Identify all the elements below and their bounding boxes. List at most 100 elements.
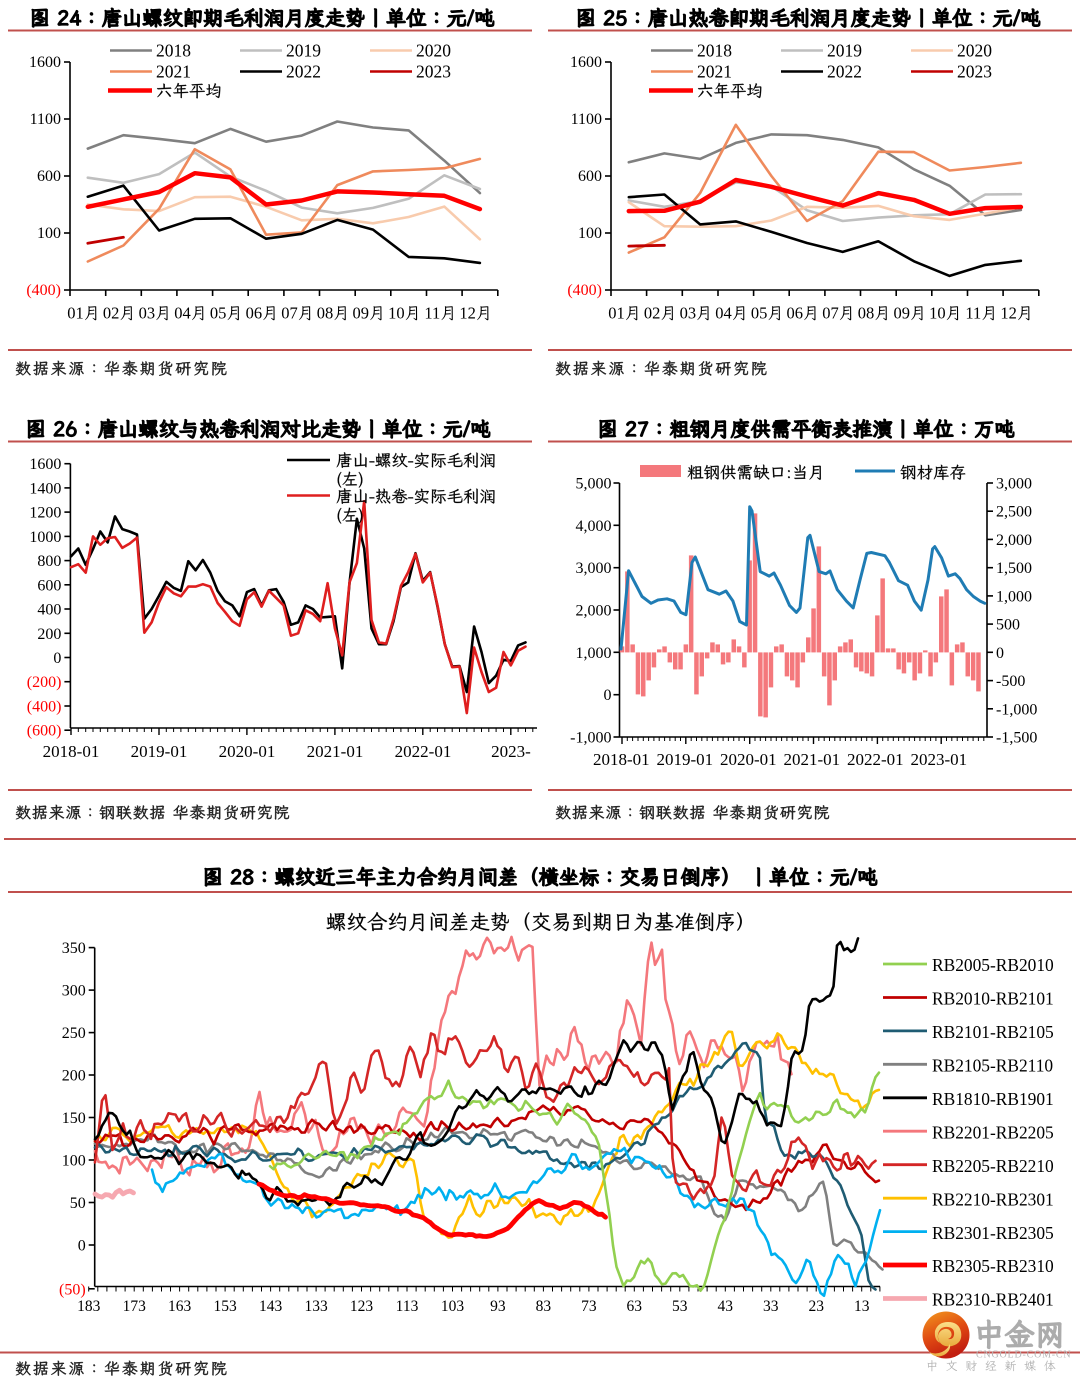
svg-text:2018-01: 2018-01 [43,742,100,761]
svg-text:300: 300 [62,983,86,1000]
svg-text:13: 13 [854,1298,870,1315]
svg-text:RB2205-RB2210: RB2205-RB2210 [932,1156,1054,1176]
svg-text:2023-: 2023- [491,742,531,761]
svg-text:RB2105-RB2110: RB2105-RB2110 [932,1056,1053,1076]
svg-text:RB2201-RB2205: RB2201-RB2205 [932,1123,1054,1143]
svg-text:RB1810-RB1901: RB1810-RB1901 [932,1089,1054,1109]
svg-text:08: 08 [858,304,875,323]
svg-text:RB2005-RB2010: RB2005-RB2010 [932,955,1054,975]
svg-text:RB2301-RB2305: RB2301-RB2305 [932,1223,1054,1243]
svg-text:100: 100 [578,225,602,242]
svg-text:163: 163 [168,1298,192,1315]
svg-text:113: 113 [396,1298,419,1315]
svg-text:200: 200 [62,1068,86,1085]
svg-text:07: 07 [822,304,839,323]
svg-text:(400): (400) [567,282,602,299]
svg-text:2019: 2019 [286,41,321,61]
svg-text:53: 53 [672,1298,688,1315]
svg-text:2,500: 2,500 [996,504,1032,521]
svg-text:11: 11 [424,304,440,323]
svg-text:3,000: 3,000 [576,560,612,577]
svg-text:(50): (50) [59,1281,86,1298]
svg-text:133: 133 [304,1298,328,1315]
svg-text:1400: 1400 [29,480,61,497]
svg-text:02: 02 [644,304,661,323]
svg-text:2018: 2018 [156,41,191,61]
svg-text:150: 150 [62,1110,86,1127]
svg-text:2019-01: 2019-01 [131,742,188,761]
svg-text:05: 05 [210,304,227,323]
svg-text:0: 0 [996,645,1004,662]
svg-text:1100: 1100 [571,111,602,128]
svg-text:183: 183 [77,1298,101,1315]
svg-text:600: 600 [578,168,602,185]
svg-text:1600: 1600 [29,54,61,71]
svg-text:(400): (400) [26,282,61,299]
svg-text:2022: 2022 [286,62,321,82]
svg-text:500: 500 [996,617,1020,634]
svg-text:-500: -500 [996,673,1025,690]
svg-text:173: 173 [123,1298,147,1315]
svg-text:-1,000: -1,000 [996,701,1037,718]
svg-text:05: 05 [751,304,768,323]
svg-text:02: 02 [103,304,120,323]
svg-text:10: 10 [388,304,405,323]
svg-text:(400): (400) [27,699,62,716]
svg-text:04: 04 [174,304,191,323]
svg-text:600: 600 [37,168,61,185]
svg-text:06: 06 [787,304,804,323]
svg-text:400: 400 [37,602,61,619]
svg-text:43: 43 [718,1298,734,1315]
svg-text:1,500: 1,500 [996,560,1032,577]
svg-text:1,000: 1,000 [996,588,1032,605]
svg-text:143: 143 [259,1298,283,1315]
svg-text:2022-01: 2022-01 [395,742,452,761]
svg-text:1600: 1600 [29,456,61,473]
svg-text:(200): (200) [27,674,62,691]
svg-text:50: 50 [70,1195,86,1212]
svg-text:12: 12 [459,304,476,323]
svg-text:4,000: 4,000 [576,518,612,535]
svg-text:153: 153 [213,1298,237,1315]
svg-text:2023: 2023 [416,62,451,82]
svg-text:07: 07 [281,304,298,323]
svg-text:600: 600 [37,577,61,594]
svg-text:350: 350 [62,940,86,957]
svg-text:01: 01 [608,304,625,323]
svg-text:RB2310-RB2401: RB2310-RB2401 [932,1290,1054,1310]
svg-text:09: 09 [894,304,911,323]
svg-text:2020-01: 2020-01 [720,750,777,769]
svg-text:2022: 2022 [827,62,862,82]
svg-text:RB2305-RB2310: RB2305-RB2310 [932,1256,1054,1276]
svg-text:2023: 2023 [957,62,992,82]
svg-text:250: 250 [62,1025,86,1042]
svg-text:2020: 2020 [416,41,451,61]
svg-text:06: 06 [246,304,263,323]
svg-text:1200: 1200 [29,505,61,522]
svg-text:123: 123 [350,1298,374,1315]
svg-text:08: 08 [317,304,334,323]
svg-text:2021: 2021 [697,62,732,82]
svg-text:2021: 2021 [156,62,191,82]
svg-text:2,000: 2,000 [576,603,612,620]
svg-text:100: 100 [37,225,61,242]
svg-text:2018: 2018 [697,41,732,61]
svg-text:2021-01: 2021-01 [307,742,364,761]
svg-text:2022-01: 2022-01 [847,750,904,769]
svg-text:11: 11 [965,304,981,323]
svg-text:103: 103 [441,1298,465,1315]
svg-text:10: 10 [929,304,946,323]
svg-text:800: 800 [37,553,61,570]
svg-text:1100: 1100 [30,111,61,128]
svg-text:2018-01: 2018-01 [593,750,650,769]
svg-text:2020-01: 2020-01 [219,742,276,761]
svg-text:100: 100 [62,1153,86,1170]
svg-text:83: 83 [536,1298,552,1315]
svg-text:0: 0 [53,650,61,667]
svg-text:(600): (600) [27,723,62,740]
svg-text:1,000: 1,000 [576,645,612,662]
svg-text:73: 73 [581,1298,597,1315]
svg-text:12: 12 [1000,304,1017,323]
svg-text:0: 0 [604,687,612,704]
svg-text:93: 93 [490,1298,506,1315]
